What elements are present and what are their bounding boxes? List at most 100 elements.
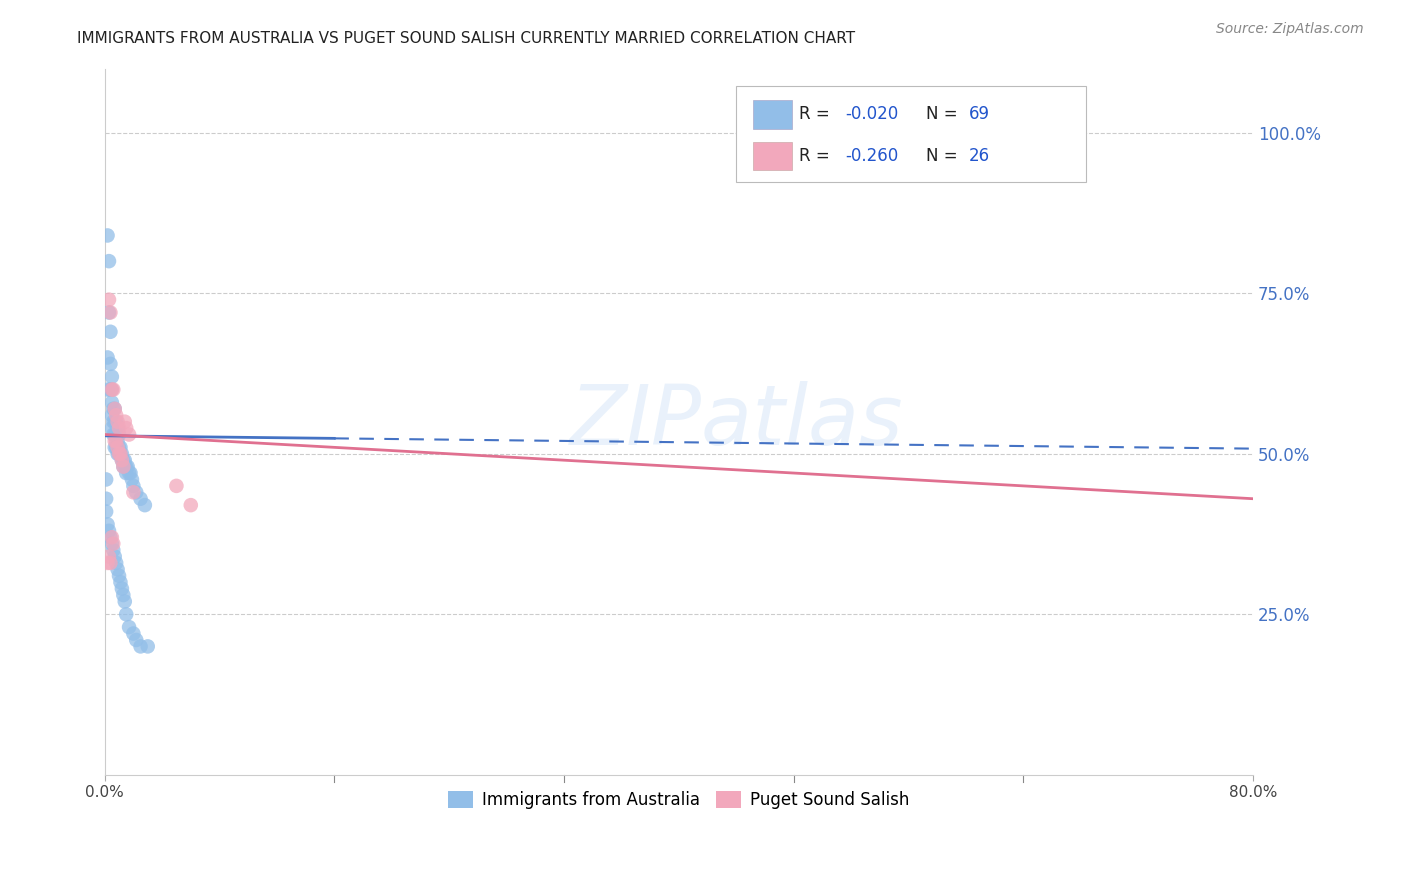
Point [110,447,132,461]
Point [105,427,128,442]
Point [105,556,128,570]
Point [108,427,131,442]
Legend: Immigrants from Australia, Puget Sound Salish: Immigrants from Australia, Puget Sound S… [441,784,915,816]
Point [101,395,124,409]
Point [98,549,121,564]
Point [114,594,136,608]
Point [134,498,156,512]
Point [104,401,127,416]
Point [104,549,127,564]
Point [117,459,139,474]
Point [115,607,138,622]
Point [98,524,121,538]
Text: 26: 26 [969,147,990,165]
Point [94,473,117,487]
FancyBboxPatch shape [754,100,793,128]
Point [112,459,135,474]
Point [108,441,131,455]
Point [107,415,129,429]
Point [112,453,135,467]
Point [122,485,145,500]
Point [107,434,129,448]
Point [104,441,127,455]
Point [107,421,129,435]
Point [96,383,118,397]
Point [96,517,118,532]
Text: -0.260: -0.260 [845,147,898,165]
Point [103,415,125,429]
Point [114,459,136,474]
Point [105,434,128,448]
Point [96,351,118,365]
Point [115,466,138,480]
Point [108,447,131,461]
Point [101,383,124,397]
Point [103,536,125,550]
Point [121,473,143,487]
Text: N =: N = [925,147,963,165]
Point [118,427,141,442]
Point [105,409,128,423]
Point [100,530,122,544]
Text: R =: R = [800,147,835,165]
Point [100,357,122,371]
Point [111,453,134,467]
Point [110,575,132,590]
Text: Source: ZipAtlas.com: Source: ZipAtlas.com [1216,22,1364,37]
Point [103,427,125,442]
Point [108,568,131,582]
Text: IMMIGRANTS FROM AUSTRALIA VS PUGET SOUND SALISH CURRENTLY MARRIED CORRELATION CH: IMMIGRANTS FROM AUSTRALIA VS PUGET SOUND… [77,31,855,46]
Point [118,620,141,634]
Point [118,466,141,480]
Point [101,409,124,423]
Point [125,485,148,500]
Point [103,543,125,558]
Point [108,447,131,461]
Point [107,441,129,455]
FancyBboxPatch shape [737,87,1087,182]
Point [101,421,124,435]
Point [105,415,128,429]
Point [94,504,117,518]
Point [180,498,202,512]
Point [125,632,148,647]
Text: -0.020: -0.020 [845,105,898,123]
Point [115,459,138,474]
Point [101,383,124,397]
Point [111,582,134,596]
Point [112,588,135,602]
Point [100,556,122,570]
Point [101,369,124,384]
Point [94,491,117,506]
Point [107,562,129,576]
Point [104,401,127,416]
Text: ZIPatlas: ZIPatlas [569,381,903,462]
Point [103,401,125,416]
Point [96,228,118,243]
Point [101,536,124,550]
Point [120,466,142,480]
Point [122,626,145,640]
Point [98,305,121,319]
Point [110,441,132,455]
Point [136,640,159,654]
Point [110,447,132,461]
Point [112,459,135,474]
Point [104,427,127,442]
FancyBboxPatch shape [754,142,793,170]
Text: 69: 69 [969,105,990,123]
Point [114,415,136,429]
Point [111,453,134,467]
Point [103,383,125,397]
Point [122,479,145,493]
Point [101,530,124,544]
Point [98,254,121,268]
Point [165,479,187,493]
Point [129,640,152,654]
Point [129,491,152,506]
Point [107,447,129,461]
Point [105,441,128,455]
Point [104,434,127,448]
Text: N =: N = [925,105,963,123]
Point [104,415,127,429]
